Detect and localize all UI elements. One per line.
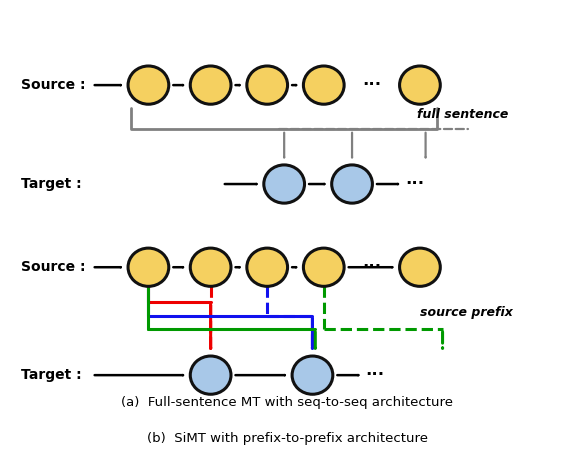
Ellipse shape bbox=[400, 248, 440, 286]
Ellipse shape bbox=[292, 356, 333, 394]
Ellipse shape bbox=[304, 248, 344, 286]
Ellipse shape bbox=[400, 66, 440, 104]
Ellipse shape bbox=[304, 66, 344, 104]
Ellipse shape bbox=[247, 66, 288, 104]
Text: (b)  SiMT with prefix-to-prefix architecture: (b) SiMT with prefix-to-prefix architect… bbox=[146, 431, 428, 445]
Text: (a)  Full-sentence MT with seq-to-seq architecture: (a) Full-sentence MT with seq-to-seq arc… bbox=[121, 396, 453, 409]
Ellipse shape bbox=[190, 356, 231, 394]
Text: Source :: Source : bbox=[21, 260, 86, 274]
Ellipse shape bbox=[190, 248, 231, 286]
Text: ···: ··· bbox=[362, 76, 381, 94]
Text: ···: ··· bbox=[405, 175, 424, 193]
Ellipse shape bbox=[128, 66, 169, 104]
Ellipse shape bbox=[264, 165, 305, 203]
Text: Target :: Target : bbox=[21, 368, 82, 382]
Text: ···: ··· bbox=[366, 366, 385, 384]
Ellipse shape bbox=[190, 66, 231, 104]
Ellipse shape bbox=[247, 248, 288, 286]
Text: Source :: Source : bbox=[21, 78, 86, 92]
Ellipse shape bbox=[128, 248, 169, 286]
Text: ···: ··· bbox=[362, 258, 381, 276]
Text: source prefix: source prefix bbox=[420, 305, 513, 319]
Ellipse shape bbox=[332, 165, 373, 203]
Text: full sentence: full sentence bbox=[417, 108, 509, 121]
Text: Target :: Target : bbox=[21, 177, 82, 191]
